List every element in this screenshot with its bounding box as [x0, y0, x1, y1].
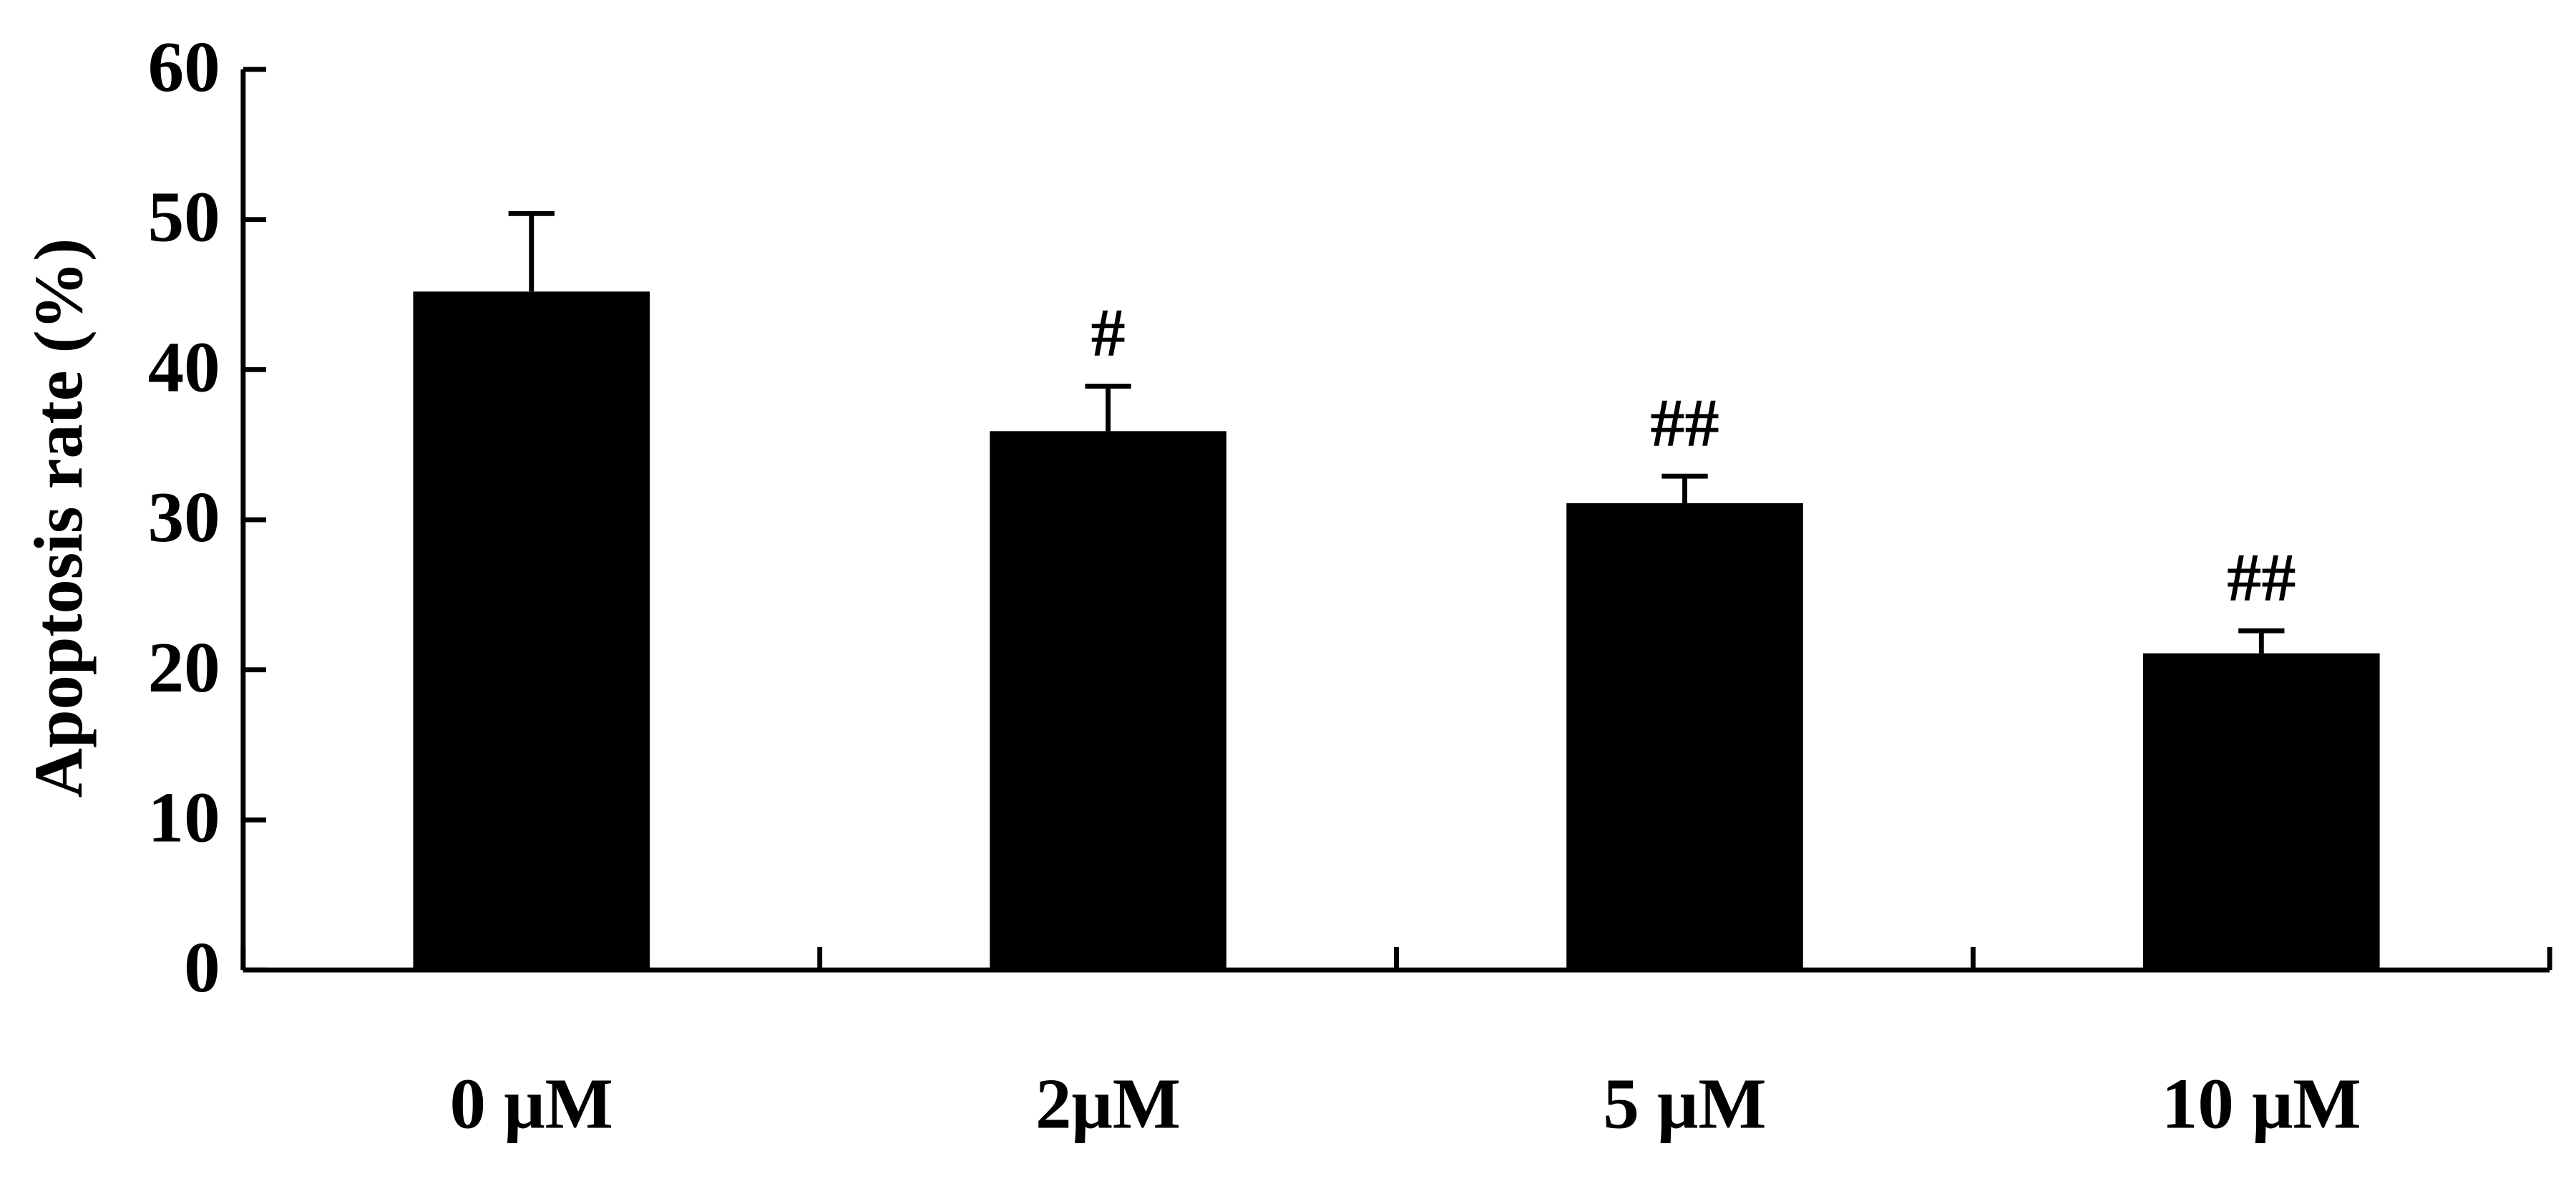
y-tick-label: 50 [148, 177, 220, 257]
x-tick-label: 2μM [1035, 1064, 1181, 1144]
y-axis-label: Apoptosis rate (%) [20, 238, 97, 798]
y-tick-label: 10 [148, 777, 220, 857]
significance-label: ## [2227, 539, 2296, 616]
x-tick-label: 0 μM [450, 1064, 613, 1144]
y-tick-label: 20 [148, 627, 220, 707]
significance-label: ## [1650, 384, 1719, 461]
y-tick-label: 30 [148, 477, 220, 557]
y-tick-label: 60 [148, 26, 220, 107]
bar [1566, 503, 1803, 971]
bar [2143, 653, 2380, 971]
significance-label: # [1091, 294, 1125, 371]
bar [413, 291, 650, 971]
bar [990, 431, 1226, 971]
x-tick-label: 10 μM [2162, 1064, 2361, 1144]
y-tick-label: 0 [184, 927, 220, 1007]
x-tick-label: 5 μM [1603, 1064, 1766, 1144]
y-tick-label: 40 [148, 326, 220, 407]
